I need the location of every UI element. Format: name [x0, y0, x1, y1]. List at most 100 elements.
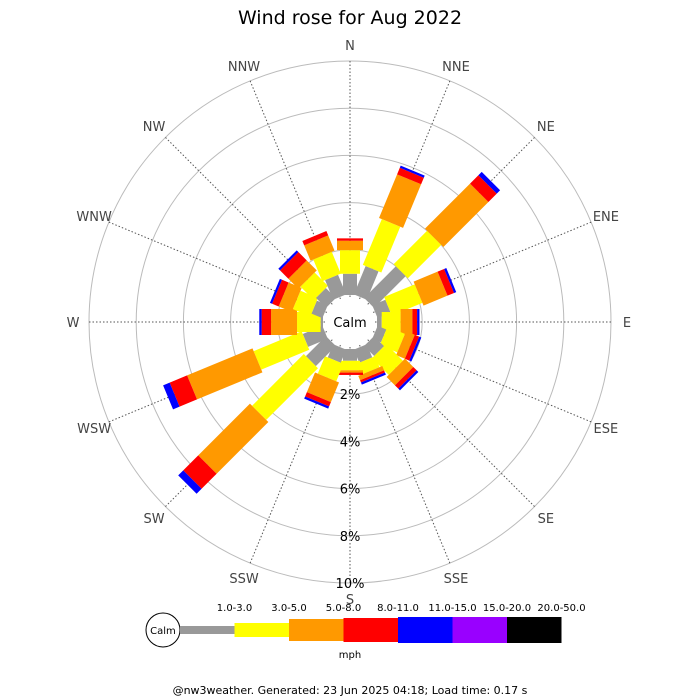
- bar-sw: [178, 336, 336, 494]
- legend-label-6: 15.0-20.0: [483, 603, 531, 614]
- bar-ne: [364, 171, 501, 308]
- bar-segment-wsw-5: [163, 382, 180, 410]
- bar-segment-w-2: [297, 312, 321, 332]
- bar-segment-wnw-5: [269, 278, 283, 304]
- bar-segment-ese-3: [396, 331, 415, 359]
- legend-bins: 1.0-3.0 3.0-5.0 5.0-8.0 8.0-11.0 11.0-15.0 15…: [180, 603, 586, 643]
- direction-label-nw: NW: [143, 120, 166, 135]
- bar-segment-sw-3: [198, 403, 269, 474]
- direction-label-wnw: WNW: [76, 210, 112, 225]
- bar-segment-s-3: [337, 370, 363, 373]
- bar-segment-sse-5: [360, 372, 386, 385]
- bar-segment-n-2: [340, 250, 360, 274]
- bar-segment-ene-5: [444, 268, 457, 293]
- bar-wsw: [163, 325, 328, 410]
- bar-segment-w-3: [271, 309, 298, 335]
- bar-segment-ene-2: [384, 284, 423, 316]
- bar-segment-nw-4: [279, 251, 307, 279]
- bar-segment-s-4: [337, 372, 363, 375]
- legend-label-4: 8.0-11.0: [377, 603, 419, 614]
- bar-segment-ne-4: [470, 175, 497, 202]
- legend-swatch-3: [289, 619, 344, 641]
- bar-segment-s-1: [343, 349, 357, 361]
- bar-segment-wnw-4: [272, 279, 289, 307]
- ring-label-1: 2%: [340, 388, 361, 403]
- bar-segment-ne-3: [424, 183, 489, 248]
- direction-labels: N NNE NE ENE E ESE SE SSE S SSW SW WSW W WNW NW NNW: [67, 39, 632, 608]
- bar-segment-wsw-3: [187, 348, 263, 400]
- direction-label-ese: ESE: [594, 422, 619, 437]
- bar-segment-nw-3: [288, 260, 317, 289]
- bar-segment-e-3: [400, 309, 413, 335]
- bar-segment-ese-5: [409, 336, 422, 362]
- bar-segment-ne-2: [393, 230, 442, 279]
- bar-segment-nne-2: [362, 219, 401, 273]
- bar-segment-s-2: [340, 360, 360, 371]
- legend-swatch-4: [343, 618, 398, 642]
- bar-segment-n-4: [337, 238, 363, 241]
- bar-segment-e-4: [412, 309, 418, 335]
- bar-segment-ne-5: [478, 171, 501, 194]
- bar-segment-sse-4: [360, 370, 385, 383]
- direction-label-ne: NE: [537, 120, 555, 135]
- direction-label-se: SE: [538, 512, 554, 527]
- legend-label-3: 5.0-8.0: [326, 603, 361, 614]
- bar-segment-ssw-2: [317, 356, 344, 382]
- legend-label-7: 20.0-50.0: [537, 603, 585, 614]
- bar-segment-e-1: [377, 315, 382, 329]
- bar-segment-se-1: [364, 336, 385, 357]
- ring-labels: 2% 4% 6% 8% 10%: [336, 388, 365, 592]
- legend-swatch-2: [234, 623, 289, 637]
- legend-label-1: 1.0-3.0: [217, 603, 252, 614]
- bar-segment-w-1: [320, 315, 324, 329]
- bar-segment-ssw-3: [306, 372, 340, 403]
- bar-segment-ene-3: [413, 271, 448, 306]
- bar-segment-wsw-2: [253, 331, 310, 370]
- grid-ring-3: [182, 154, 518, 490]
- chart-title: Wind rose for Aug 2022: [238, 7, 462, 29]
- direction-label-ene: ENE: [593, 210, 619, 225]
- bar-nnw: [302, 231, 347, 300]
- bar-segment-e-2: [381, 312, 401, 332]
- bar-e: [377, 309, 420, 335]
- legend-calm-label: Calm: [150, 626, 176, 637]
- ring-label-2: 4%: [340, 435, 361, 450]
- direction-label-w: W: [67, 316, 80, 331]
- direction-label-s: S: [346, 593, 354, 608]
- direction-label-nne: NNE: [442, 60, 470, 75]
- bar-segment-sse-2: [356, 356, 380, 375]
- bar-segment-se-3: [386, 358, 414, 386]
- bar-segment-n-1: [343, 273, 357, 295]
- legend-label-5: 11.0-15.0: [428, 603, 476, 614]
- ring-label-5: 10%: [336, 577, 365, 592]
- bar-segment-sw-2: [252, 354, 318, 420]
- bar-segment-nw-1: [315, 287, 336, 308]
- ring-label-4: 8%: [340, 530, 361, 545]
- grid-ring-4: [135, 107, 565, 537]
- calm-center: [326, 298, 374, 346]
- bar-segment-nne-4: [397, 167, 424, 185]
- bar-segment-ssw-5: [304, 396, 330, 409]
- legend-swatch-1: [180, 626, 235, 634]
- bar-segment-wnw-3: [278, 282, 302, 312]
- bar-segment-sse-1: [353, 344, 373, 363]
- direction-label-nnw: NNW: [228, 60, 260, 75]
- bar-segment-sw-4: [183, 455, 217, 489]
- direction-label-sw: SW: [144, 512, 165, 527]
- bar-w: [259, 309, 324, 335]
- legend: Calm 1.0-3.0 3.0-5.0 5.0-8.0 8.0-11.0 11.0-1…: [145, 603, 586, 661]
- bar-segment-w-5: [259, 309, 262, 335]
- bar-ssw: [304, 344, 347, 409]
- bar-n: [337, 238, 363, 295]
- bar-segment-nnw-1: [325, 274, 347, 300]
- legend-label-2: 3.0-5.0: [271, 603, 306, 614]
- bar-segment-se-5: [398, 370, 419, 391]
- wind-bars: [163, 165, 501, 494]
- bar-se: [364, 336, 419, 391]
- spoke-sse: [359, 344, 451, 564]
- legend-swatch-6: [452, 617, 507, 643]
- bar-segment-ese-4: [404, 334, 420, 361]
- bar-segment-nw-2: [300, 272, 328, 300]
- bar-segment-ene-4: [437, 268, 455, 296]
- bar-segment-ne-1: [364, 266, 406, 308]
